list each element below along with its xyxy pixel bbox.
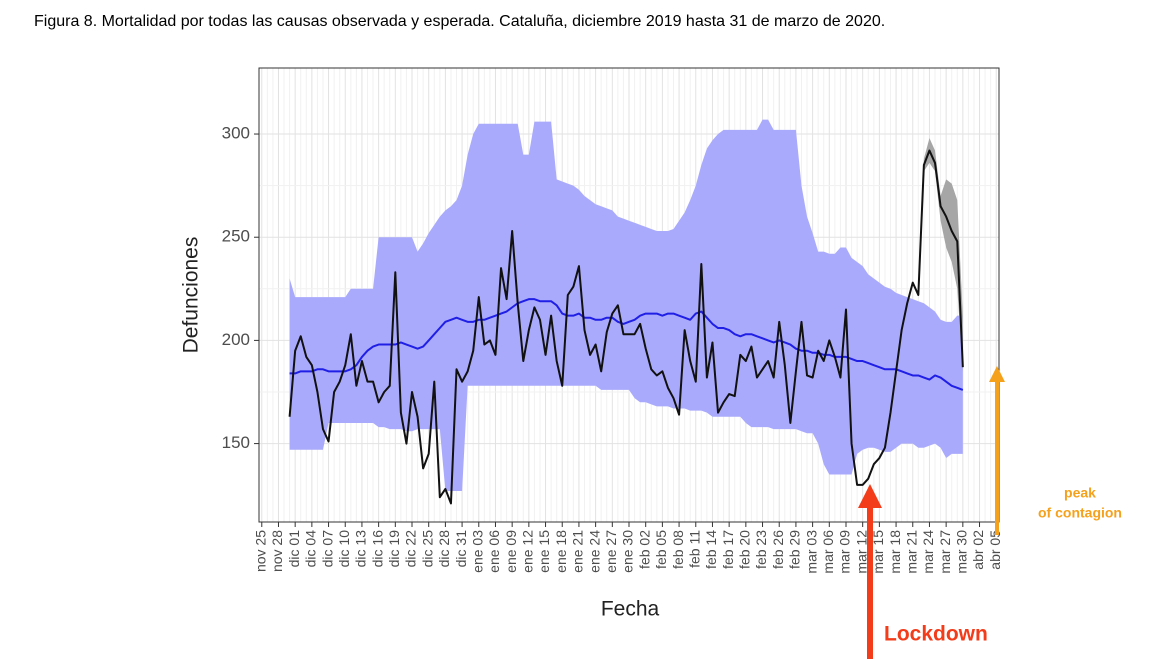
x-tick-label: abr 02	[970, 530, 986, 570]
x-tick-label: feb 29	[787, 530, 803, 569]
x-tick-label: dic 13	[353, 530, 369, 568]
x-tick-label: dic 31	[453, 530, 469, 568]
x-axis-label: Fecha	[601, 598, 660, 621]
y-tick-label: 300	[222, 124, 250, 143]
x-tick-label: dic 04	[303, 530, 319, 568]
x-tick-label: feb 11	[686, 530, 702, 568]
x-tick-label: ene 21	[570, 530, 586, 573]
x-tick-label: dic 19	[386, 530, 402, 568]
x-tick-label: dic 07	[319, 530, 335, 568]
x-tick-label: mar 18	[887, 530, 903, 574]
x-tick-label: abr 05	[987, 530, 1003, 570]
confidence-band	[289, 119, 963, 492]
series-line	[289, 298, 964, 391]
x-tick-label: feb 02	[636, 530, 652, 569]
x-tick-label: feb 08	[670, 530, 686, 569]
x-tick-label: dic 25	[419, 530, 435, 568]
x-tick-label: feb 20	[737, 530, 753, 569]
x-tick-label: dic 16	[369, 530, 385, 568]
x-tick-label: ene 24	[586, 530, 602, 573]
x-tick-label: mar 24	[920, 530, 936, 574]
chart-title: Figura 8. Mortalidad por todas las causa…	[34, 13, 885, 30]
x-tick-label: nov 25	[252, 530, 268, 572]
x-tick-label: mar 15	[870, 530, 886, 574]
x-tick-label: ene 03	[469, 530, 485, 573]
y-axis-label: Defunciones	[180, 237, 203, 354]
x-tick-label: mar 06	[820, 530, 836, 574]
x-tick-label: mar 21	[903, 530, 919, 574]
annotation-text: peak	[1064, 485, 1096, 501]
x-tick-label: mar 27	[937, 530, 953, 574]
x-tick-label: mar 30	[954, 530, 970, 574]
x-tick-label: dic 01	[286, 530, 302, 568]
y-tick-label: 200	[222, 330, 250, 349]
x-tick-label: feb 23	[753, 530, 769, 569]
x-tick-label: ene 12	[520, 530, 536, 573]
plot-border	[258, 67, 1000, 523]
x-tick-label: ene 09	[503, 530, 519, 573]
x-tick-label: mar 09	[837, 530, 853, 574]
x-tick-label: dic 22	[403, 530, 419, 568]
confidence-band	[918, 138, 963, 372]
x-tick-label: feb 17	[720, 530, 736, 569]
x-tick-label: ene 18	[553, 530, 569, 573]
series-line	[288, 149, 964, 505]
x-tick-label: dic 10	[336, 530, 352, 568]
x-tick-label: mar 12	[853, 530, 869, 574]
x-tick-label: feb 26	[770, 530, 786, 569]
y-tick-label: 150	[222, 433, 250, 452]
annotation-text: of contagion	[1038, 505, 1122, 521]
x-tick-label: ene 27	[603, 530, 619, 573]
x-tick-label: feb 05	[653, 530, 669, 569]
x-tick-label: dic 28	[436, 530, 452, 568]
x-tick-label: nov 28	[269, 530, 285, 572]
x-tick-label: ene 06	[486, 530, 502, 573]
x-tick-label: ene 15	[536, 530, 552, 573]
x-tick-label: ene 30	[620, 530, 636, 573]
x-tick-label: mar 03	[803, 530, 819, 574]
y-tick-label: 250	[222, 227, 250, 246]
x-tick-label: feb 14	[703, 530, 719, 569]
annotation-text: Lockdown	[884, 623, 988, 646]
